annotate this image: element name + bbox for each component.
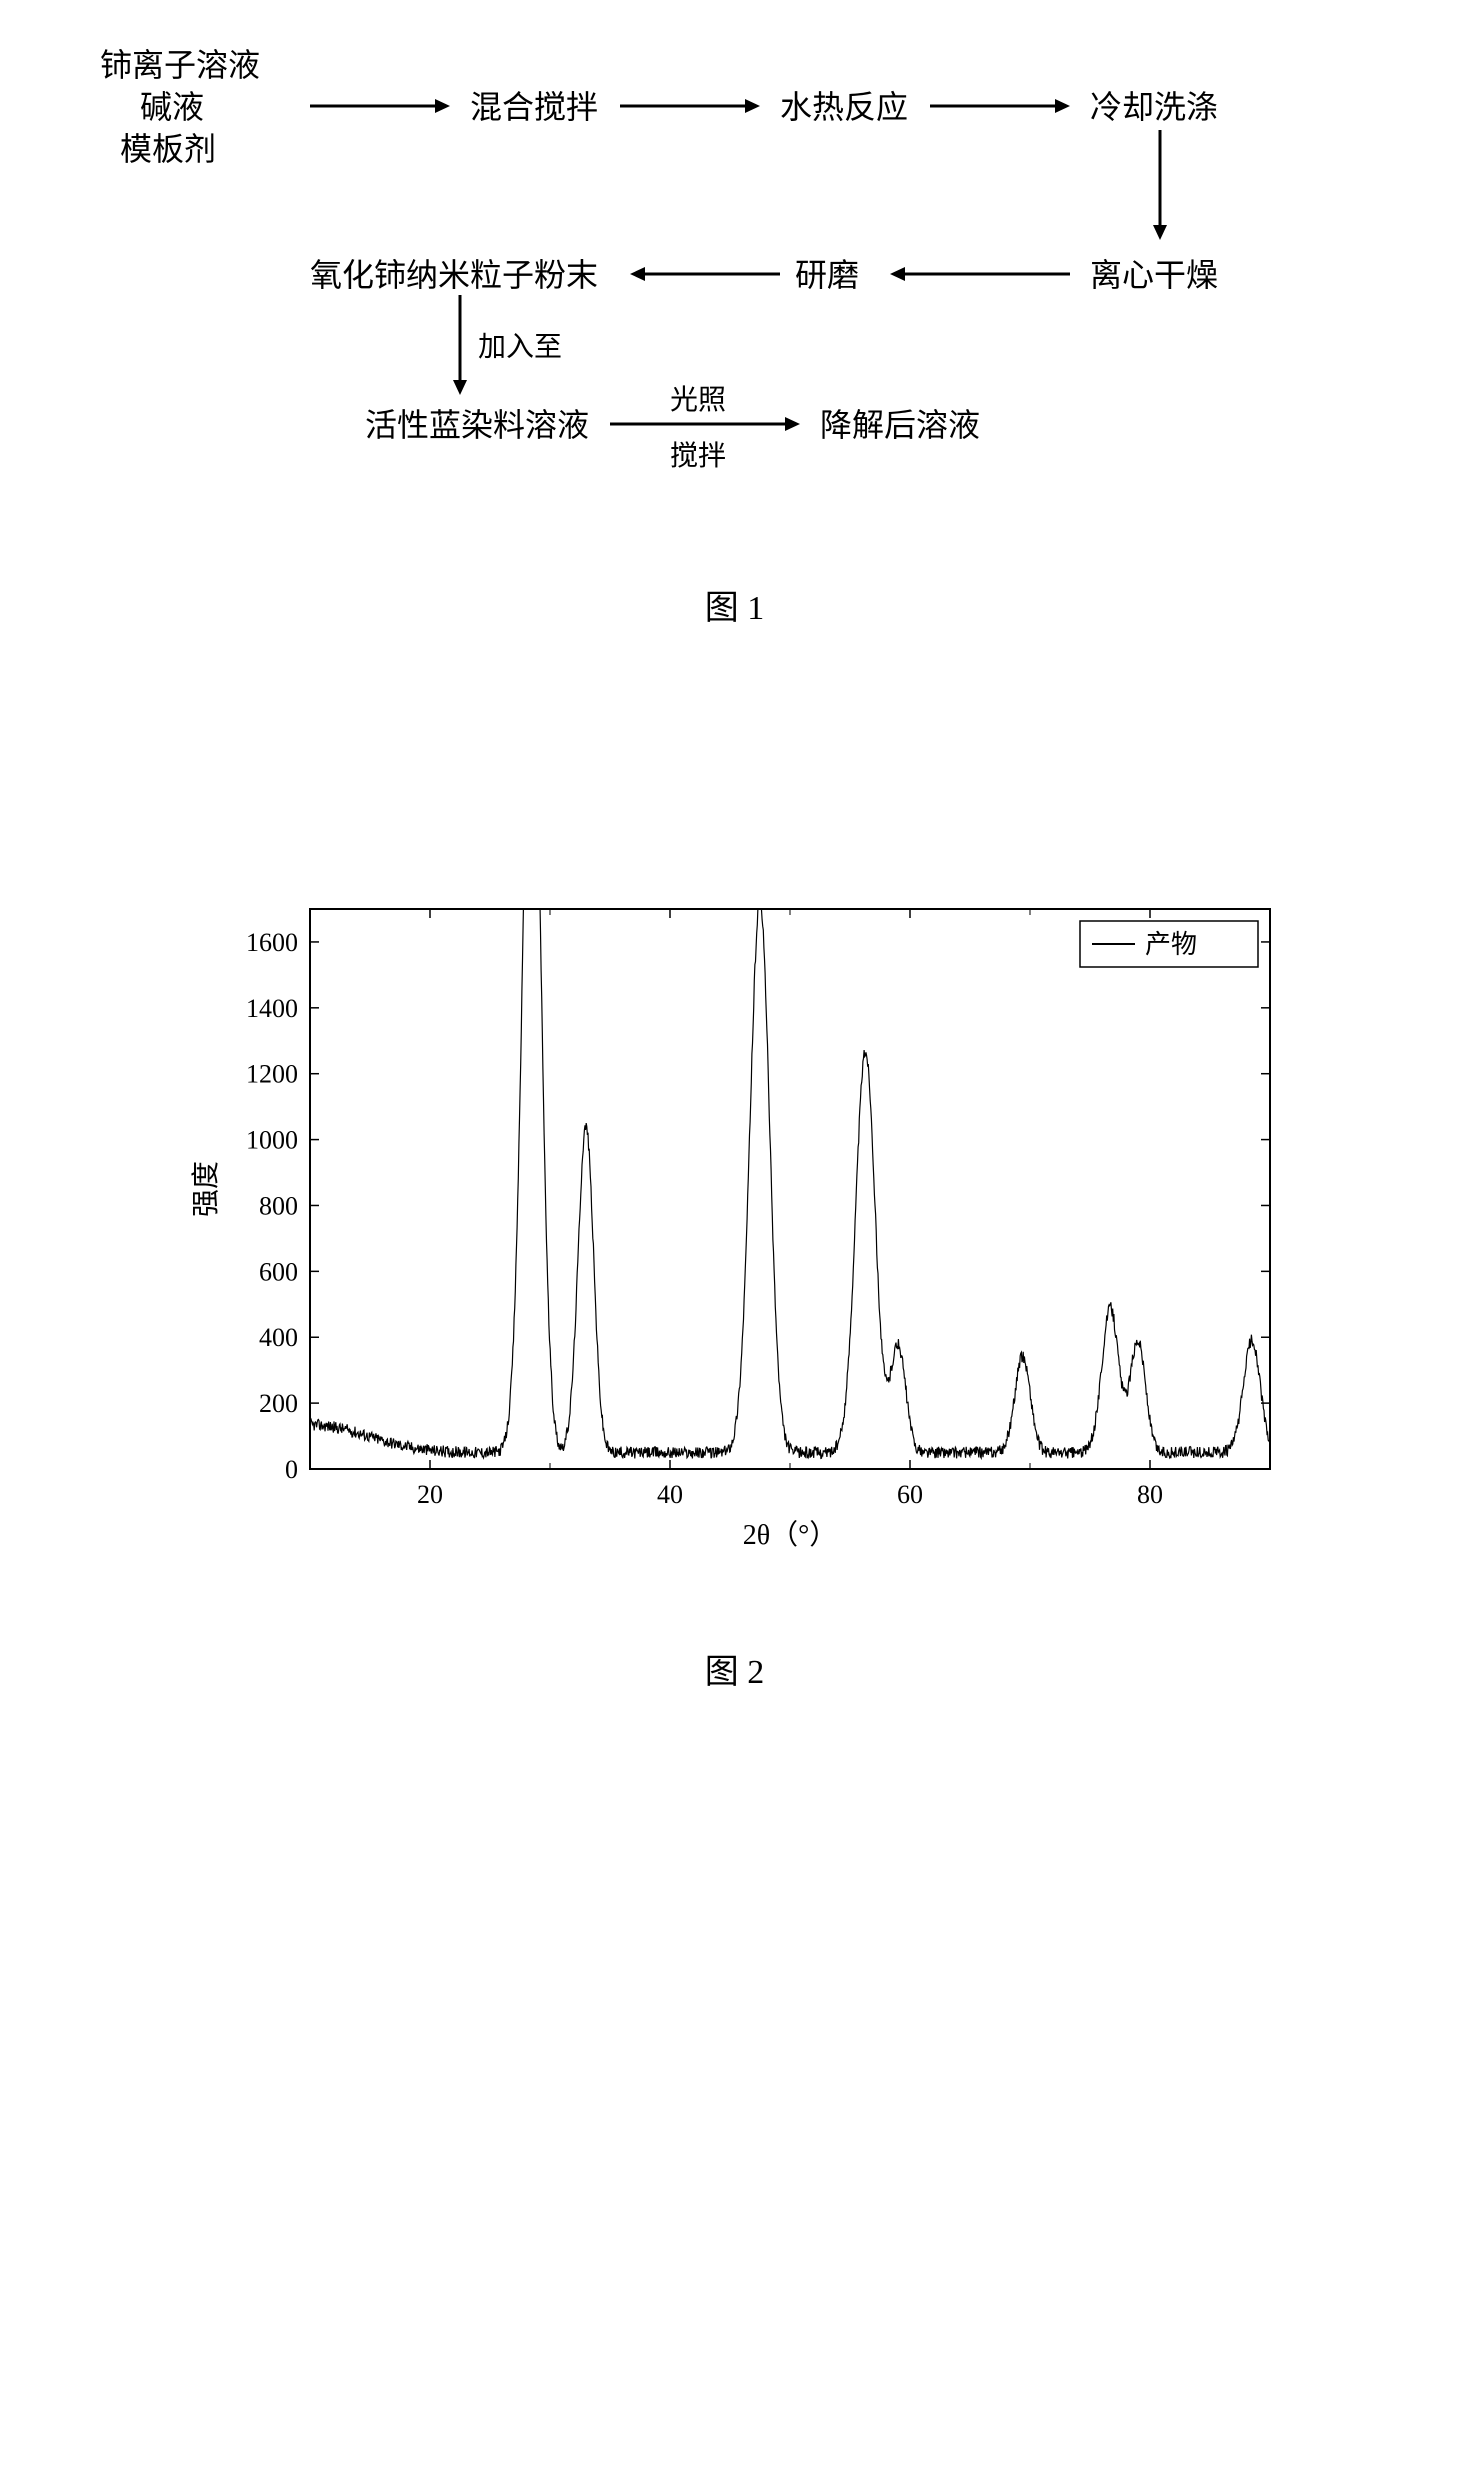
flowchart-figure-1: 铈离子溶液 碱液 模板剂 混合搅拌 水热反应 冷却洗涤 离心干燥 研磨 氧化铈纳… <box>100 40 1369 540</box>
node-hydro: 水热反应 <box>780 82 908 128</box>
node-inputs-2: 碱液 <box>140 82 204 128</box>
svg-text:2θ（°）: 2θ（°） <box>743 1519 838 1551</box>
figure-1-caption: 图 1 <box>100 580 1369 629</box>
arrow-cool-centrifuge <box>1150 130 1170 240</box>
node-inputs-3: 模板剂 <box>120 124 216 170</box>
svg-text:20: 20 <box>417 1480 443 1509</box>
node-after: 降解后溶液 <box>820 400 980 446</box>
arrow-label-light: 光照 <box>670 378 726 418</box>
svg-text:强度: 强度 <box>190 1161 222 1217</box>
svg-text:600: 600 <box>259 1257 298 1286</box>
xrd-chart-wrap: 20406080020040060080010001200140016002θ（… <box>180 889 1280 1564</box>
figure-2-caption: 图 2 <box>100 1644 1369 1693</box>
arrow-mix-hydro <box>620 96 760 116</box>
node-powder: 氧化铈纳米粒子粉末 <box>310 250 598 296</box>
node-dye: 活性蓝染料溶液 <box>365 400 589 446</box>
svg-text:1200: 1200 <box>246 1060 298 1089</box>
svg-text:80: 80 <box>1137 1480 1163 1509</box>
svg-text:1600: 1600 <box>246 928 298 957</box>
arrow-label-stir: 搅拌 <box>670 434 726 474</box>
xrd-svg: 20406080020040060080010001200140016002θ（… <box>180 889 1290 1564</box>
arrow-inputs-mix <box>310 96 450 116</box>
svg-text:60: 60 <box>897 1480 923 1509</box>
arrow-grind-powder <box>630 264 780 284</box>
node-cool: 冷却洗涤 <box>1090 82 1218 128</box>
node-grind: 研磨 <box>795 250 859 296</box>
svg-text:400: 400 <box>259 1323 298 1352</box>
node-centrifuge: 离心干燥 <box>1090 250 1218 296</box>
svg-text:1000: 1000 <box>246 1126 298 1155</box>
arrow-hydro-cool <box>930 96 1070 116</box>
arrow-label-add-to: 加入至 <box>478 325 562 365</box>
node-inputs-1: 铈离子溶液 <box>100 40 260 86</box>
xrd-chart: 20406080020040060080010001200140016002θ（… <box>180 889 1280 1564</box>
svg-text:40: 40 <box>657 1480 683 1509</box>
svg-text:1400: 1400 <box>246 994 298 1023</box>
arrow-powder-dye <box>450 295 470 395</box>
node-mix: 混合搅拌 <box>470 82 598 128</box>
arrow-centrifuge-grind <box>890 264 1070 284</box>
svg-text:0: 0 <box>285 1455 298 1484</box>
svg-text:200: 200 <box>259 1389 298 1418</box>
svg-text:产物: 产物 <box>1145 930 1197 959</box>
svg-text:800: 800 <box>259 1191 298 1220</box>
